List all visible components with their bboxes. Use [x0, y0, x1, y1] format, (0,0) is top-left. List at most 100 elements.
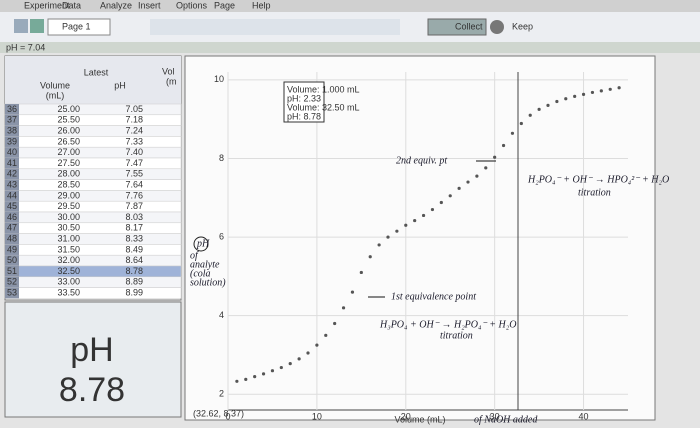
menu-item[interactable]: Experiment — [24, 0, 70, 10]
volume-cell: 27.50 — [57, 158, 80, 168]
page-select[interactable] — [47, 18, 111, 36]
y-tick-label: 8 — [219, 153, 224, 163]
row-bg — [4, 211, 182, 224]
annotation: analyte — [190, 259, 220, 270]
row-index-bg — [5, 136, 19, 148]
ph-cell: 8.03 — [125, 212, 143, 222]
menu-item[interactable]: Insert — [138, 0, 161, 10]
y-tick-label: 6 — [219, 231, 224, 241]
meter-label: pH — [70, 331, 113, 369]
data-point — [501, 143, 506, 148]
volume-cell: 31.50 — [57, 244, 80, 254]
icon[interactable] — [30, 19, 44, 33]
ph-cell: 8.64 — [125, 255, 143, 265]
ph-cell: 8.89 — [125, 277, 143, 287]
row-index: 46 — [7, 212, 17, 222]
data-point — [421, 213, 426, 218]
annotation: titration — [578, 187, 611, 198]
annotation: solution) — [190, 277, 226, 288]
row-index-bg — [5, 158, 19, 169]
row-bg — [4, 254, 182, 267]
menu-item[interactable]: Help — [252, 0, 271, 10]
data-point — [457, 186, 461, 190]
annotation: of NaOH added — [474, 414, 538, 425]
table-header — [5, 56, 181, 104]
data-point — [413, 218, 417, 223]
icon[interactable] — [14, 19, 28, 33]
volume-cell: 33.00 — [57, 277, 80, 287]
row-index: 52 — [7, 277, 17, 287]
data-point — [404, 223, 408, 227]
row-index: 47 — [7, 223, 17, 233]
row-bg — [4, 114, 182, 126]
volume-cell: 25.50 — [57, 115, 80, 125]
row-index-bg — [5, 222, 19, 234]
row-index-bg — [5, 255, 19, 266]
annotation: H₂PO₄⁻ + OH⁻ → HPO₄²⁻ + H₂O — [527, 174, 669, 185]
annotation: H₃PO₄ + OH⁻ → H₂PO₄⁻ + H₂O — [379, 319, 516, 330]
data-point — [270, 369, 275, 373]
table-title: Latest — [84, 67, 109, 77]
icon-strip[interactable] — [150, 19, 400, 35]
annotation: pH — [196, 238, 210, 249]
ph-cell: 7.64 — [125, 179, 143, 189]
annotation: 2nd equiv. pt — [396, 155, 447, 166]
ph-cell: 7.33 — [125, 136, 143, 146]
menu-item[interactable]: Data — [62, 0, 81, 10]
keep-icon[interactable] — [490, 20, 504, 34]
row-index: 38 — [7, 125, 17, 135]
volume-cell: 30.50 — [57, 223, 80, 233]
examine-box — [283, 81, 325, 123]
row-index-bg — [5, 147, 19, 158]
row-index-bg — [5, 212, 19, 223]
data-point — [519, 121, 523, 126]
data-point — [261, 372, 266, 376]
row-index: 42 — [7, 169, 17, 179]
data-point — [297, 357, 301, 361]
menu-item[interactable]: Options — [176, 0, 208, 10]
data-point — [315, 343, 319, 347]
row-bg — [4, 287, 182, 299]
row-index: 43 — [7, 179, 17, 189]
collect-button[interactable] — [427, 18, 487, 36]
row-bg — [4, 179, 182, 191]
volume-cell: 26.00 — [57, 125, 80, 135]
x-axis-label: Volume (mL) — [394, 414, 445, 424]
cursor-readout: (32.62, 8.37) — [193, 408, 244, 418]
volume-cell: 28.00 — [57, 169, 80, 179]
row-index: 39 — [7, 136, 17, 146]
row-bg — [4, 103, 182, 116]
volume-cell: 32.50 — [57, 266, 80, 276]
data-point — [235, 379, 239, 383]
ph-cell: 7.87 — [125, 201, 143, 211]
keep-label: Keep — [512, 21, 533, 31]
row-bg — [4, 168, 182, 180]
row-index: 45 — [7, 201, 17, 211]
data-point — [555, 99, 559, 104]
data-point — [493, 155, 497, 159]
row-bg — [4, 244, 182, 256]
row-index-bg — [5, 233, 19, 245]
menu-item[interactable]: Analyze — [100, 0, 132, 10]
x-tick-label: 0 — [225, 411, 230, 421]
x-tick-label: 10 — [312, 411, 322, 421]
row-index: 48 — [7, 233, 17, 243]
row-bg — [4, 146, 182, 159]
ph-cell: 7.55 — [125, 169, 143, 179]
volume-cell: 32.00 — [57, 255, 80, 265]
tool-icons — [14, 19, 400, 35]
row-bg — [4, 190, 182, 202]
page-label: Page 1 — [62, 21, 91, 31]
row-index-bg — [5, 179, 19, 191]
data-point — [377, 243, 381, 247]
row-bg — [4, 200, 182, 213]
col-header: pH — [114, 80, 126, 90]
data-point — [617, 86, 621, 90]
row-index: 36 — [7, 104, 17, 114]
menu-item[interactable]: Page — [214, 0, 235, 10]
table-rows: 36 25.00 7.05 37 25.50 7.18 38 26.00 7.24 39 26.50… — [4, 103, 182, 299]
ph-cell: 7.05 — [125, 104, 143, 114]
ph-cell: 7.18 — [125, 115, 143, 125]
volume-cell: 27.00 — [57, 147, 80, 157]
